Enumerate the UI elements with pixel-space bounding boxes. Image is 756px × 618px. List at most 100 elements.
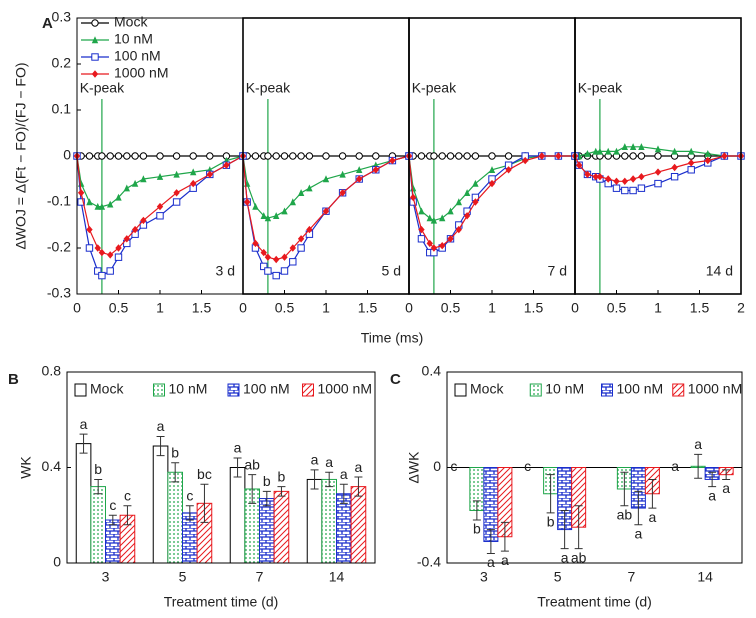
k-peak-label: K-peak	[246, 80, 291, 96]
error-bar	[722, 469, 731, 480]
data-point	[612, 184, 621, 192]
x-tick-label: 0	[239, 300, 247, 316]
significance-letter: c	[109, 497, 116, 513]
data-point	[596, 147, 604, 155]
bar	[229, 467, 246, 564]
significance-letter: b	[94, 461, 102, 477]
data-point	[273, 212, 280, 219]
significance-letter: a	[501, 552, 509, 568]
data-point	[172, 198, 181, 206]
y-tick-label: -0.3	[47, 285, 71, 301]
legend-marker	[91, 53, 99, 61]
error-bar	[123, 505, 132, 526]
data-point	[260, 248, 267, 257]
x-tick-label: 0.5	[275, 300, 295, 316]
data-point	[621, 177, 628, 185]
bar	[90, 486, 107, 564]
data-point	[488, 166, 496, 173]
error-bar	[560, 509, 569, 550]
data-point	[430, 152, 438, 160]
y-tick-label: 0.2	[52, 55, 72, 71]
significance-letter: c	[124, 487, 131, 503]
error-bar	[310, 469, 319, 490]
legend-swatch	[601, 383, 613, 397]
data-point	[654, 152, 662, 160]
data-point	[131, 225, 139, 234]
data-point	[251, 152, 260, 160]
data-point	[389, 156, 396, 165]
data-point	[504, 152, 513, 160]
data-point	[289, 258, 297, 266]
error-bar	[156, 435, 165, 457]
data-point	[704, 156, 711, 165]
bar	[336, 493, 352, 564]
significance-letter: ab	[617, 506, 633, 522]
series-line	[242, 155, 410, 261]
data-point	[94, 244, 101, 252]
data-point	[417, 235, 426, 243]
data-point	[172, 152, 181, 160]
data-point	[156, 202, 164, 211]
x-axis-title: Time (ms)	[361, 330, 423, 346]
data-point	[206, 152, 214, 160]
data-point	[98, 202, 106, 210]
series-line	[575, 146, 741, 157]
data-point	[140, 175, 147, 183]
panel-label: C	[390, 371, 401, 388]
panel-label: B	[8, 371, 19, 388]
data-point	[252, 202, 259, 210]
data-point	[306, 225, 313, 234]
data-point	[273, 255, 280, 264]
significance-letter: ab	[244, 456, 260, 472]
y-axis-title: ΔWK	[406, 451, 422, 484]
x-tick-label: 0	[405, 300, 413, 316]
significance-letter: a	[157, 418, 165, 434]
error-bar	[500, 521, 509, 552]
data-point	[123, 152, 131, 160]
data-point	[455, 225, 462, 234]
error-bar	[171, 462, 180, 483]
data-point	[629, 143, 637, 150]
series-line	[76, 155, 244, 277]
data-point	[638, 143, 645, 150]
significance-letter: a	[694, 436, 702, 452]
legend-marker	[91, 70, 99, 78]
data-point	[339, 170, 346, 178]
data-point	[488, 152, 496, 160]
data-point	[488, 179, 496, 188]
data-point	[654, 145, 662, 153]
data-point	[654, 168, 662, 176]
data-point	[463, 212, 471, 220]
data-point	[260, 262, 268, 271]
legend-marker	[91, 36, 99, 44]
legend-label: 100 nM	[617, 381, 664, 397]
legend-label: 1000 nM	[114, 65, 168, 81]
x-tick-label: 2	[737, 300, 745, 316]
data-point	[472, 198, 479, 206]
data-point	[272, 271, 280, 280]
error-bar	[620, 471, 629, 507]
data-point	[140, 216, 147, 225]
data-point	[592, 173, 599, 181]
data-point	[131, 152, 139, 160]
data-point	[447, 207, 454, 215]
data-point	[264, 267, 272, 275]
data-point	[94, 202, 101, 210]
data-point	[131, 179, 139, 187]
series-line	[408, 155, 575, 222]
x-axis-title: Treatment time (d)	[164, 594, 279, 610]
significance-letter: a	[340, 466, 348, 482]
significance-letter: a	[325, 454, 333, 470]
data-point	[417, 152, 426, 160]
data-point	[107, 200, 114, 208]
data-point	[173, 170, 180, 178]
bar	[105, 519, 121, 564]
y-tick-label: 0.4	[422, 363, 442, 379]
data-point	[671, 163, 678, 172]
data-point	[114, 253, 123, 261]
x-tick-label: 1.5	[524, 300, 544, 316]
error-bar	[472, 500, 481, 521]
data-point	[426, 239, 433, 248]
data-point	[670, 173, 679, 181]
bar	[306, 478, 323, 564]
